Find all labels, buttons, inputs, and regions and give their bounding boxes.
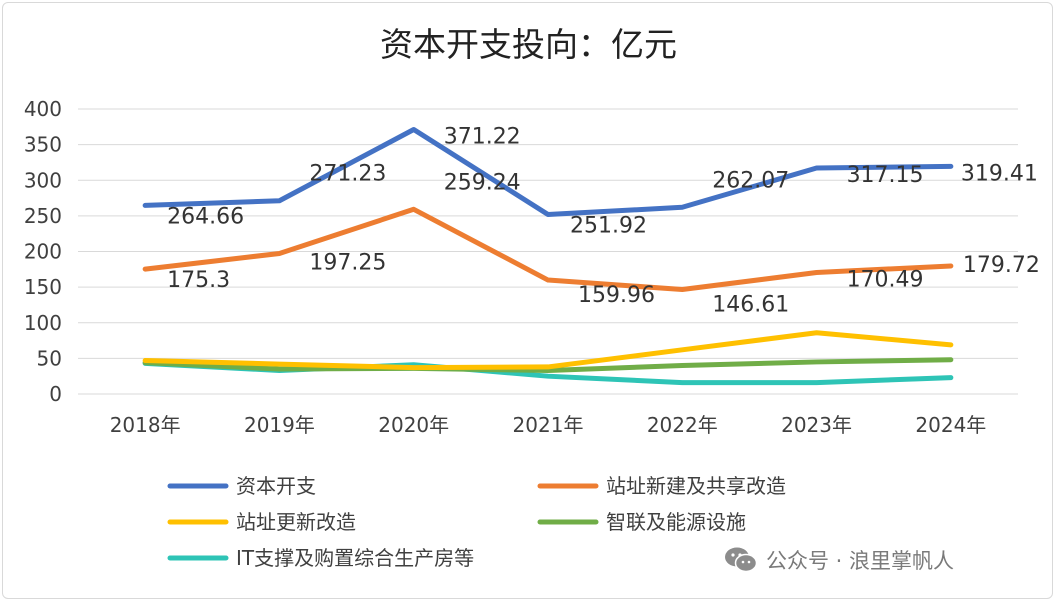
y-tick-label: 200 xyxy=(24,240,62,264)
chart-title: 资本开支投向：亿元 xyxy=(380,25,677,64)
data-label: 159.96 xyxy=(578,283,655,308)
x-tick-label: 2018年 xyxy=(110,413,181,437)
grid xyxy=(78,108,1018,395)
y-tick-label: 100 xyxy=(24,311,62,335)
data-label: 317.15 xyxy=(847,163,924,188)
data-label: 175.3 xyxy=(167,268,230,293)
y-tick-label: 250 xyxy=(24,204,62,228)
wechat-icon xyxy=(725,547,758,573)
data-label: 146.61 xyxy=(712,293,789,318)
x-axis: 2018年 2019年 2020年 2021年 2022年 2023年 2024年 xyxy=(110,413,987,437)
y-axis: 0 50 100 150 200 250 300 350 400 xyxy=(24,97,62,406)
x-tick-label: 2023年 xyxy=(781,413,852,437)
legend-label: 站址新建及共享改造 xyxy=(606,474,786,498)
watermark-text: 公众号 · 浪里掌帆人 xyxy=(766,549,955,573)
data-label: 271.23 xyxy=(309,162,386,187)
data-label: 197.25 xyxy=(309,250,386,275)
y-tick-label: 350 xyxy=(24,133,62,157)
x-tick-label: 2024年 xyxy=(915,413,986,437)
data-label: 170.49 xyxy=(847,268,924,293)
series-lines xyxy=(142,127,954,386)
x-tick-label: 2021年 xyxy=(513,413,584,437)
y-tick-label: 50 xyxy=(37,346,62,370)
x-tick-label: 2019年 xyxy=(244,413,315,437)
data-labels: 264.66 271.23 371.22 251.92 262.07 317.15 319.… xyxy=(167,125,1040,318)
y-tick-label: 0 xyxy=(49,382,62,406)
series-line xyxy=(142,357,954,373)
y-tick-label: 400 xyxy=(24,97,62,121)
data-label: 319.41 xyxy=(961,161,1038,186)
legend-label: 智联及能源设施 xyxy=(606,510,746,534)
x-tick-label: 2022年 xyxy=(647,413,718,437)
legend-label: IT支撑及购置综合生产房等 xyxy=(236,546,474,570)
legend-label: 资本开支 xyxy=(236,474,316,498)
data-label: 259.24 xyxy=(444,170,521,195)
y-tick-label: 300 xyxy=(24,168,62,192)
series-line xyxy=(142,127,954,218)
data-label: 264.66 xyxy=(167,204,244,229)
data-label: 179.72 xyxy=(963,253,1040,278)
series-line xyxy=(142,330,954,371)
x-tick-label: 2020年 xyxy=(378,413,449,437)
data-label: 262.07 xyxy=(712,168,789,193)
data-label: 251.92 xyxy=(570,214,647,239)
y-tick-label: 150 xyxy=(24,275,62,299)
data-label: 371.22 xyxy=(444,125,521,150)
series-line xyxy=(142,206,954,293)
legend-label: 站址更新改造 xyxy=(236,510,356,534)
watermark: 公众号 · 浪里掌帆人 xyxy=(724,545,954,575)
